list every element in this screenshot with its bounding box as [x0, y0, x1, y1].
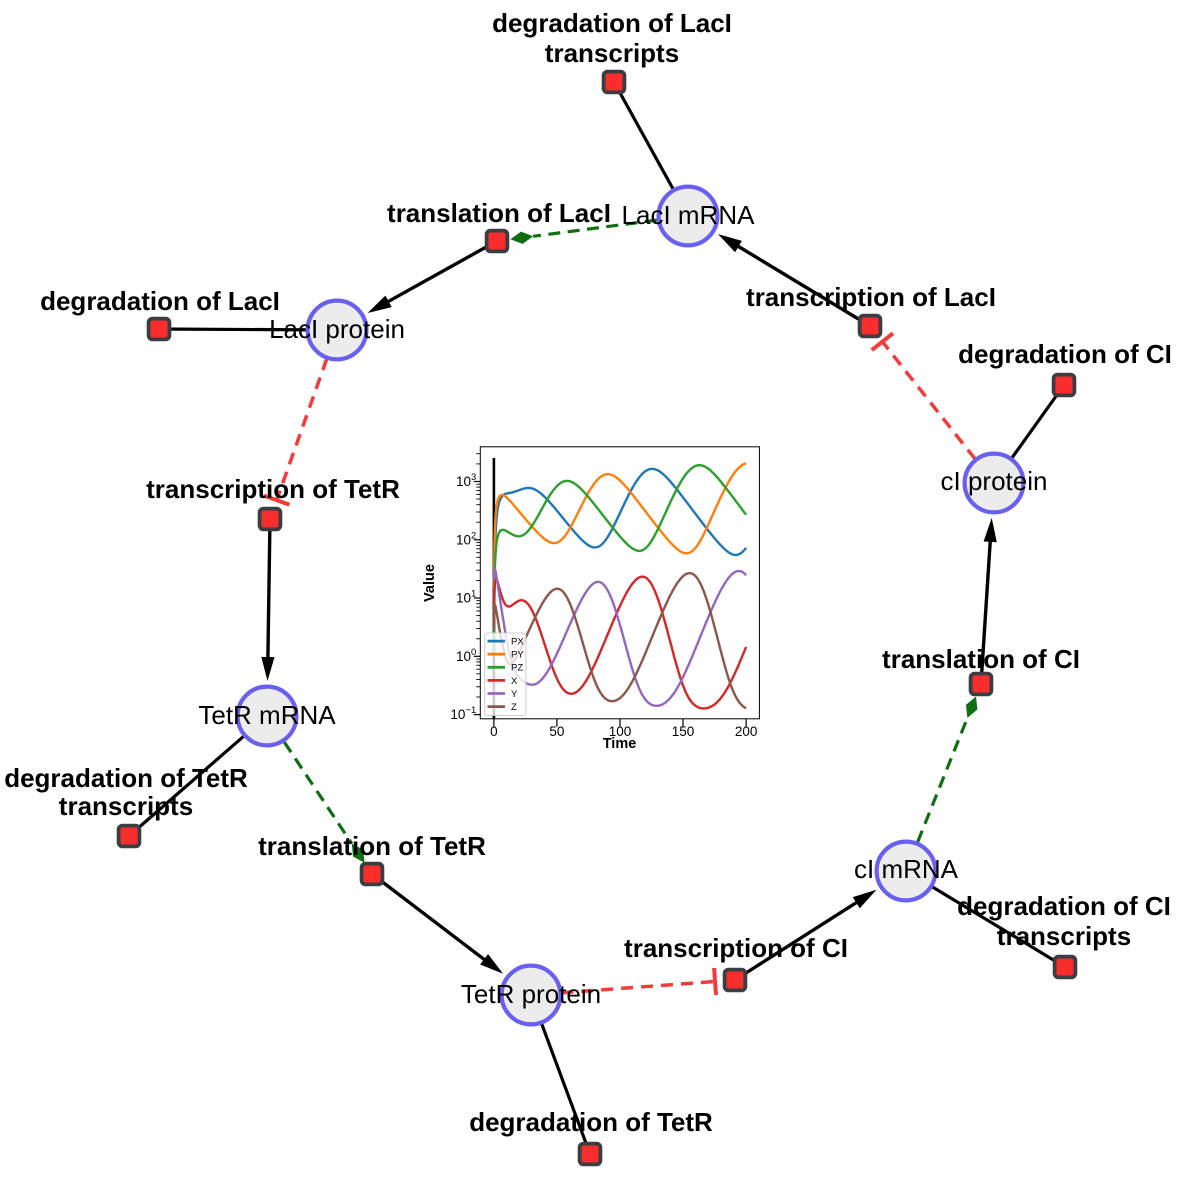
svg-text:transcripts: transcripts: [545, 38, 679, 68]
svg-text:Value: Value: [422, 564, 438, 602]
svg-text:degradation of TetR: degradation of TetR: [469, 1107, 713, 1137]
svg-text:transcription of TetR: transcription of TetR: [146, 474, 400, 504]
svg-text:LacI mRNA: LacI mRNA: [622, 200, 756, 230]
svg-text:degradation of LacI: degradation of LacI: [492, 8, 732, 38]
svg-text:PX: PX: [511, 637, 524, 648]
svg-text:transcripts: transcripts: [997, 921, 1131, 951]
svg-text:TetR mRNA: TetR mRNA: [198, 700, 336, 730]
svg-text:0: 0: [490, 724, 498, 739]
svg-text:150: 150: [672, 724, 695, 739]
svg-text:translation of CI: translation of CI: [882, 644, 1080, 674]
svg-text:Time: Time: [603, 736, 637, 752]
svg-text:10−1: 10−1: [450, 705, 476, 722]
svg-text:PZ: PZ: [511, 663, 523, 674]
svg-text:X: X: [511, 676, 518, 687]
svg-text:transcripts: transcripts: [59, 791, 193, 821]
svg-text:Z: Z: [511, 702, 517, 713]
svg-text:degradation of TetR: degradation of TetR: [4, 763, 248, 793]
svg-text:degradation of CI: degradation of CI: [957, 891, 1171, 921]
svg-text:PY: PY: [511, 650, 524, 661]
svg-text:cI protein: cI protein: [941, 466, 1048, 496]
svg-text:100: 100: [456, 647, 476, 664]
svg-text:degradation of CI: degradation of CI: [958, 339, 1172, 369]
svg-text:TetR protein: TetR protein: [461, 979, 601, 1009]
svg-text:103: 103: [456, 472, 476, 489]
svg-text:transcription of CI: transcription of CI: [624, 933, 848, 963]
svg-text:Y: Y: [511, 689, 518, 700]
svg-text:100: 100: [609, 724, 632, 739]
svg-text:200: 200: [735, 724, 758, 739]
svg-text:transcription of LacI: transcription of LacI: [746, 282, 996, 312]
svg-text:50: 50: [549, 724, 564, 739]
svg-text:101: 101: [456, 589, 476, 606]
svg-text:translation of LacI: translation of LacI: [387, 198, 611, 228]
svg-text:cI mRNA: cI mRNA: [854, 854, 959, 884]
svg-text:102: 102: [456, 530, 476, 547]
svg-text:translation of TetR: translation of TetR: [258, 831, 486, 861]
svg-text:LacI protein: LacI protein: [269, 314, 405, 344]
svg-text:degradation of LacI: degradation of LacI: [40, 286, 280, 316]
